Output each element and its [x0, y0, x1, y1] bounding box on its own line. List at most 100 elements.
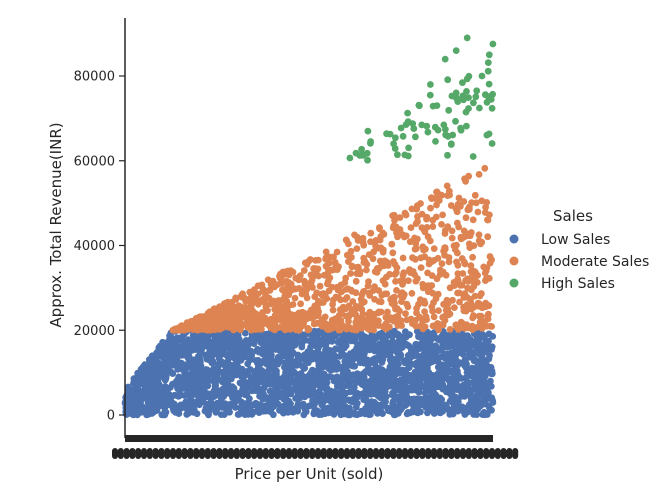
point-low-sales	[182, 351, 190, 359]
point-low-sales	[194, 368, 202, 376]
point-low-sales	[443, 360, 451, 368]
point-high-sales	[427, 81, 434, 88]
point-low-sales	[253, 380, 261, 388]
point-moderate-sales	[244, 296, 251, 304]
point-high-sales	[415, 101, 423, 109]
point-high-sales	[367, 140, 374, 147]
point-high-sales	[405, 144, 412, 152]
point-moderate-sales	[456, 298, 463, 306]
x-tick-label	[291, 448, 298, 459]
point-low-sales	[486, 394, 494, 402]
legend-label-high-sales: High Sales	[541, 276, 615, 292]
point-moderate-sales	[421, 253, 429, 261]
point-low-sales	[430, 331, 438, 339]
point-high-sales	[452, 117, 459, 125]
point-low-sales	[166, 340, 174, 348]
point-low-sales	[404, 409, 412, 417]
point-moderate-sales	[345, 318, 352, 325]
point-moderate-sales	[267, 324, 275, 332]
y-tick-label: 0	[107, 409, 115, 424]
point-moderate-sales	[402, 310, 409, 317]
point-low-sales	[301, 406, 309, 413]
point-low-sales	[198, 349, 206, 357]
point-low-sales	[350, 395, 358, 403]
point-low-sales	[134, 369, 142, 377]
point-moderate-sales	[224, 315, 232, 322]
point-low-sales	[236, 367, 244, 375]
point-low-sales	[296, 376, 303, 384]
point-low-sales	[415, 370, 423, 378]
point-moderate-sales	[391, 271, 399, 278]
point-moderate-sales	[248, 301, 256, 309]
point-low-sales	[300, 365, 308, 372]
x-tick-label	[384, 448, 391, 459]
point-low-sales	[405, 364, 413, 371]
point-low-sales	[199, 390, 207, 397]
point-low-sales	[246, 395, 253, 402]
point-high-sales	[444, 76, 452, 84]
point-moderate-sales	[325, 287, 333, 295]
point-high-sales	[402, 121, 410, 128]
point-low-sales	[145, 392, 152, 399]
point-high-sales	[399, 132, 407, 140]
point-low-sales	[337, 376, 344, 384]
point-low-sales	[303, 381, 310, 389]
point-low-sales	[426, 383, 434, 391]
point-low-sales	[261, 338, 269, 346]
point-moderate-sales	[333, 283, 341, 291]
point-moderate-sales	[325, 266, 332, 273]
point-moderate-sales	[420, 297, 428, 305]
legend-label-moderate-sales: Moderate Sales	[541, 254, 649, 270]
x-tick-label	[123, 448, 130, 459]
point-low-sales	[424, 409, 431, 417]
point-high-sales	[440, 121, 448, 129]
point-low-sales	[212, 408, 220, 416]
point-low-sales	[314, 380, 322, 388]
point-low-sales	[416, 355, 424, 362]
point-low-sales	[143, 410, 151, 417]
point-high-sales	[409, 120, 417, 127]
point-low-sales	[462, 363, 470, 371]
point-low-sales	[346, 336, 354, 343]
point-low-sales	[474, 402, 482, 409]
point-low-sales	[161, 376, 169, 384]
point-low-sales	[464, 389, 472, 397]
point-low-sales	[241, 400, 248, 408]
point-moderate-sales	[337, 317, 345, 324]
point-low-sales	[450, 370, 458, 377]
point-low-sales	[474, 362, 482, 369]
point-low-sales	[269, 411, 277, 419]
point-low-sales	[330, 355, 338, 363]
point-low-sales	[136, 399, 144, 406]
point-moderate-sales	[481, 318, 488, 325]
point-low-sales	[223, 390, 230, 397]
point-moderate-sales	[390, 258, 397, 265]
point-moderate-sales	[455, 325, 462, 333]
point-moderate-sales	[454, 289, 461, 297]
x-tick-label	[494, 448, 501, 459]
point-low-sales	[203, 333, 211, 340]
x-tick-label	[274, 448, 281, 459]
x-tick-label	[164, 448, 171, 459]
point-low-sales	[208, 359, 216, 367]
point-moderate-sales	[352, 289, 360, 297]
point-low-sales	[259, 333, 267, 341]
point-moderate-sales	[400, 269, 408, 277]
x-tick-label	[315, 448, 321, 459]
point-moderate-sales	[353, 270, 361, 277]
point-low-sales	[474, 386, 482, 394]
point-moderate-sales	[471, 292, 479, 300]
point-moderate-sales	[429, 223, 437, 231]
point-low-sales	[277, 382, 285, 390]
point-low-sales	[145, 403, 153, 411]
x-tick-labels	[112, 448, 519, 459]
point-high-sales	[441, 55, 449, 63]
point-moderate-sales	[233, 315, 240, 322]
point-moderate-sales	[345, 258, 352, 265]
point-moderate-sales	[377, 298, 385, 306]
point-moderate-sales	[235, 302, 243, 310]
point-moderate-sales	[469, 253, 476, 261]
point-low-sales	[166, 401, 174, 409]
point-low-sales	[223, 378, 230, 386]
point-moderate-sales	[271, 318, 279, 326]
